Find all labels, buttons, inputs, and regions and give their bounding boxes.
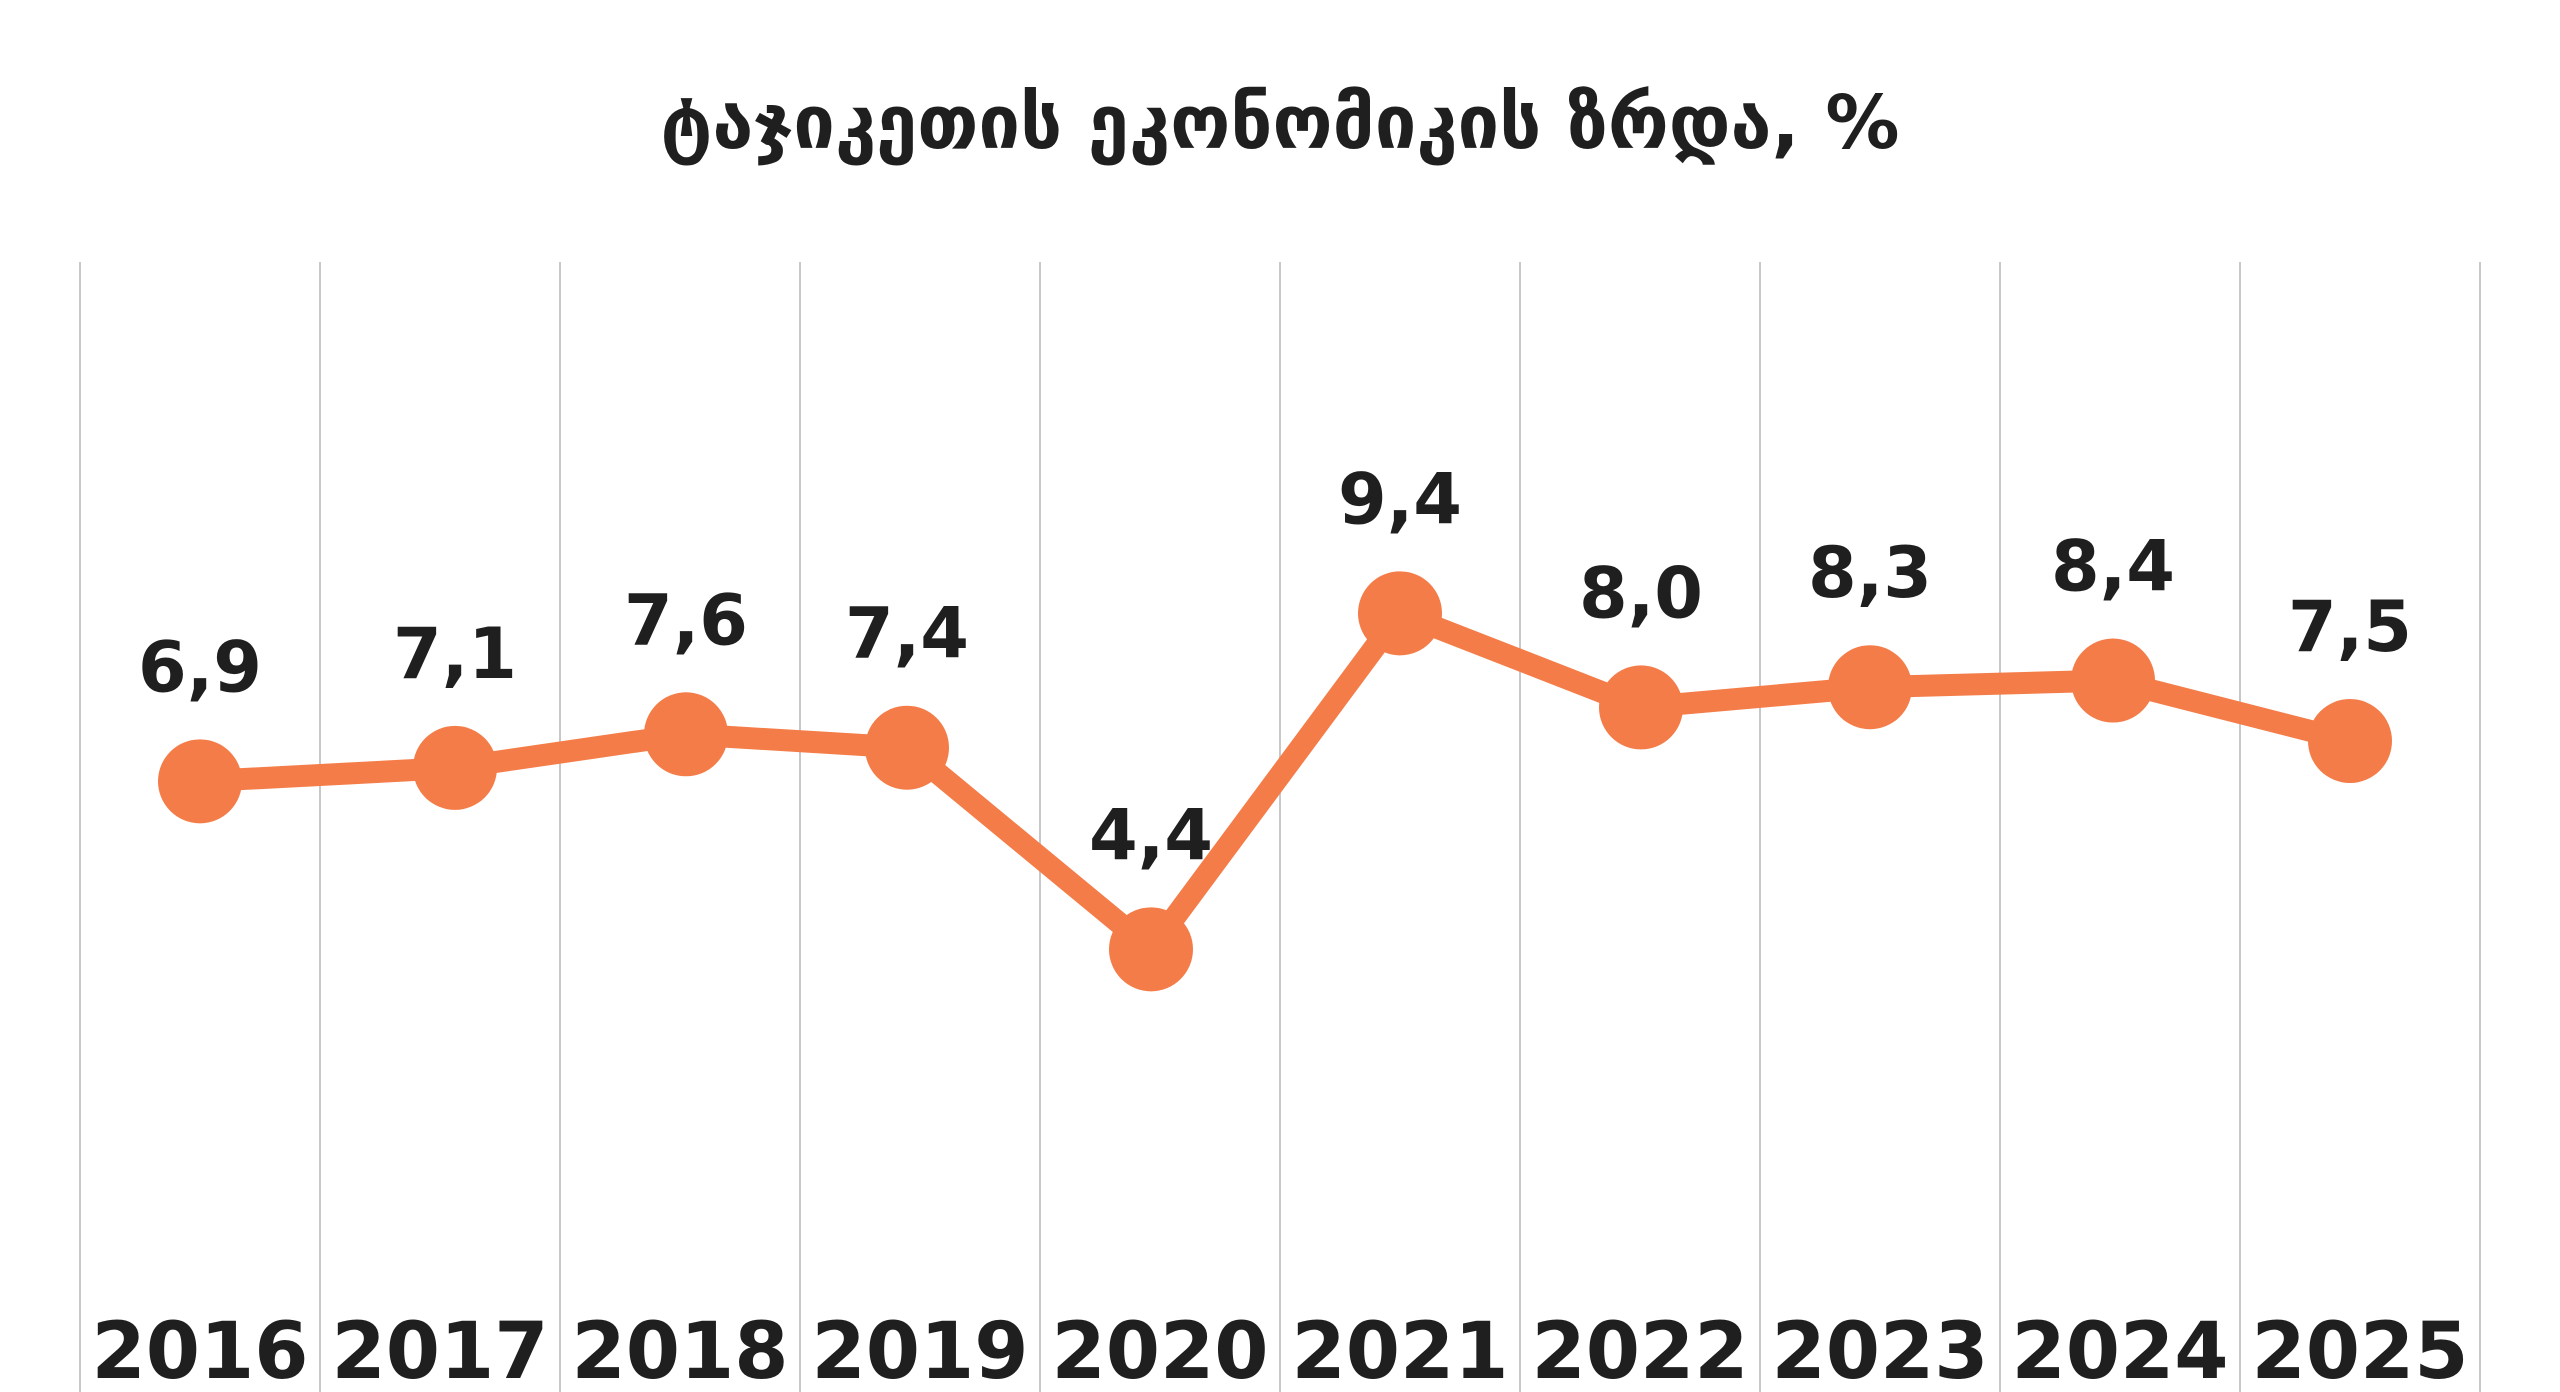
x-tick-label-2017: 2017 bbox=[331, 1307, 548, 1392]
chart-title: ტაჯიკეთის ეკონომიკის ზრდა, % bbox=[661, 80, 1900, 166]
data-points bbox=[158, 571, 2392, 992]
series-line bbox=[189, 602, 2361, 961]
data-label-2022: 8,0 bbox=[1579, 552, 1703, 634]
data-label-2017: 7,1 bbox=[393, 613, 517, 695]
data-label-2021: 9,4 bbox=[1338, 458, 1462, 540]
data-point-2022 bbox=[1599, 665, 1683, 750]
data-label-2018: 7,6 bbox=[624, 579, 748, 661]
x-tick-label-2018: 2018 bbox=[571, 1307, 788, 1392]
data-label-2020: 4,4 bbox=[1089, 794, 1213, 876]
data-point-2019 bbox=[865, 705, 949, 790]
x-tick-label-2021: 2021 bbox=[1291, 1307, 1508, 1392]
data-point-2023 bbox=[1828, 645, 1912, 730]
x-tick-label-2019: 2019 bbox=[811, 1307, 1028, 1392]
data-label-2016: 6,9 bbox=[138, 626, 262, 708]
data-label-2023: 8,3 bbox=[1808, 532, 1932, 614]
x-axis-tick-labels: 2016 2017 2018 2019 2020 2021 2022 2023 2024 2025 bbox=[91, 1307, 2468, 1392]
x-tick-label-2016: 2016 bbox=[91, 1307, 308, 1392]
grid-lines bbox=[79, 262, 2481, 1392]
x-tick-label-2023: 2023 bbox=[1771, 1307, 1988, 1392]
data-label-2025: 7,5 bbox=[2288, 586, 2412, 668]
x-tick-label-2025: 2025 bbox=[2251, 1307, 2468, 1392]
data-point-2025 bbox=[2308, 699, 2392, 783]
data-label-2024: 8,4 bbox=[2051, 526, 2175, 608]
x-tick-label-2022: 2022 bbox=[1531, 1307, 1748, 1392]
data-label-2019: 7,4 bbox=[845, 593, 969, 675]
data-point-2024 bbox=[2071, 638, 2155, 723]
data-point-2017 bbox=[413, 725, 497, 810]
series-line-layer bbox=[189, 602, 2361, 961]
data-point-2021 bbox=[1358, 571, 1442, 656]
data-point-2018 bbox=[644, 692, 728, 777]
x-tick-label-2020: 2020 bbox=[1051, 1307, 1268, 1392]
data-labels: 6,9 7,1 7,6 7,4 4,4 9,4 8,0 8,3 8,4 7,5 bbox=[138, 458, 2412, 876]
data-point-2016 bbox=[158, 739, 242, 824]
x-tick-label-2024: 2024 bbox=[2011, 1307, 2228, 1392]
data-point-2020 bbox=[1109, 907, 1193, 992]
